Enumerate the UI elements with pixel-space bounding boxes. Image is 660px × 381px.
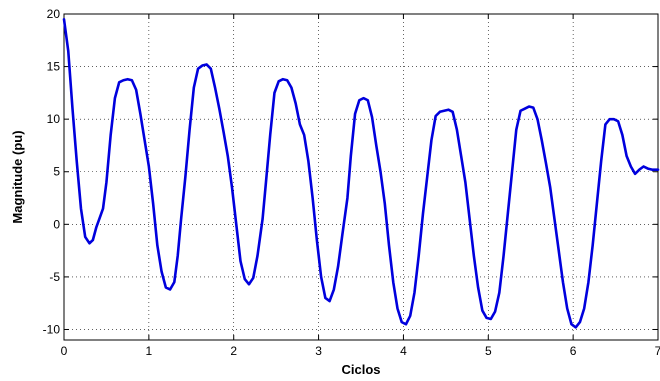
plot-frame <box>63 13 659 341</box>
x-tick-label: 1 <box>146 344 153 358</box>
x-tick-label: 6 <box>570 344 577 358</box>
series-group <box>62 17 660 329</box>
x-tick-label: 7 <box>655 344 660 358</box>
y-tick-label: -5 <box>49 270 60 284</box>
grid-lines <box>64 14 658 340</box>
x-tick-label: 5 <box>485 344 492 358</box>
y-tick-label: 15 <box>47 60 61 74</box>
x-tick-label: 0 <box>61 344 68 358</box>
series-line <box>62 17 660 329</box>
x-tick-label: 2 <box>230 344 237 358</box>
x-tick-label: 4 <box>400 344 407 358</box>
x-axis-label: Ciclos <box>341 362 380 377</box>
y-tick-label: 20 <box>47 7 61 21</box>
y-axis-label: Magnitude (pu) <box>10 130 25 223</box>
y-tick-label: -10 <box>43 322 61 336</box>
y-tick-label: 5 <box>53 165 60 179</box>
x-tick-label: 3 <box>315 344 322 358</box>
axis-ticks: 0 1 2 3 4 5 6 7 -10 -5 0 5 10 15 20 <box>43 7 660 358</box>
y-tick-label: 0 <box>53 217 60 231</box>
y-tick-label: 10 <box>47 112 61 126</box>
